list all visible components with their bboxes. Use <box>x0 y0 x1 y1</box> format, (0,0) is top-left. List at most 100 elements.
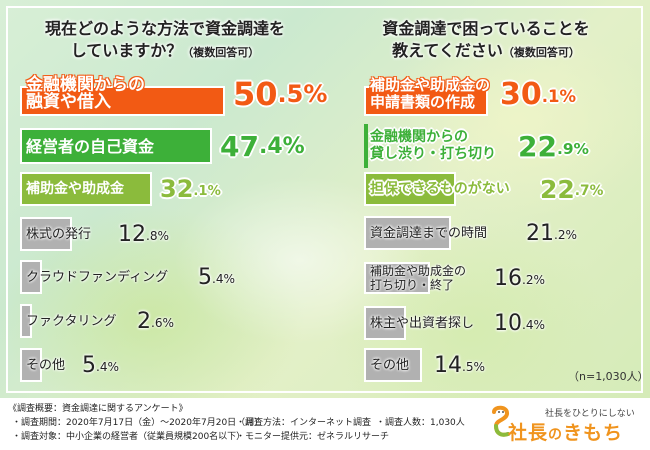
right-title-line2: 教えてください <box>392 41 503 60</box>
label-line2: 貸し渋り・打ち切り <box>370 146 496 162</box>
value-int: 30 <box>500 76 542 112</box>
bar-fill <box>20 217 72 251</box>
bar-fill <box>364 348 422 382</box>
label-line1: その他 <box>370 357 410 373</box>
bar-fill <box>364 216 451 250</box>
value-dec: .9% <box>556 139 589 158</box>
survey-method: ・調査方法：インターネット調査 <box>236 418 372 428</box>
label-line1: 補助金や助成金の <box>370 76 491 94</box>
bar-value: 2.6% <box>137 304 174 338</box>
brand-part-b: きもち <box>563 422 624 444</box>
value-dec: .6% <box>151 316 175 331</box>
label-line1: 金融機関からの <box>370 129 468 145</box>
value-dec: .1% <box>193 183 221 199</box>
right-bar-row: 補助金や助成金の 申請書類の作成 30.1% <box>364 72 644 116</box>
right-title-line1: 資金調達で困っていることを <box>382 19 590 38</box>
bar-label: 経営者の自己資金 <box>26 128 154 164</box>
bar-label: 担保できるものがない <box>370 172 510 206</box>
bar-fill <box>20 128 212 164</box>
label-line1: 株主や出資者探し <box>370 315 475 331</box>
bar-label: 補助金や助成金の 申請書類の作成 <box>370 72 490 116</box>
value-dec: .5% <box>277 80 328 108</box>
left-bar-row: その他 5.4% <box>20 348 330 382</box>
left-bar-row: 金融機関からの 融資や借入 50.5% <box>20 72 330 116</box>
value-int: 50 <box>233 75 278 113</box>
brand-logo: 社長をひとりにしない 社長のきもち <box>490 398 650 448</box>
value-dec: .4% <box>212 272 236 287</box>
bar-fill <box>20 172 152 206</box>
label-line1: 金融機関からの <box>26 75 145 95</box>
value-int: 21 <box>526 220 554 246</box>
label-line1: 資金調達までの時間 <box>370 225 488 241</box>
bar-fill <box>364 306 406 340</box>
survey-heading: 《調査概要：資金調達に関するアンケート》 <box>8 404 188 414</box>
bar-label: 株式の発行 <box>26 217 91 251</box>
bar-label: 金融機関からの 貸し渋り・打ち切り <box>370 124 496 168</box>
value-int: 22 <box>518 129 557 163</box>
bar-value: 5.4% <box>82 348 119 382</box>
bar-value: 12.8% <box>118 217 169 251</box>
value-dec: .8% <box>146 229 170 244</box>
chart-frame <box>6 6 643 393</box>
bar-label: 補助金や助成金の 打ち切り・終了 <box>370 258 466 298</box>
value-int: 14 <box>434 352 462 378</box>
left-bar-row: クラウドファンディング 5.4% <box>20 260 330 294</box>
value-dec: .2% <box>522 273 546 288</box>
survey-target: ・調査対象：中小企業の経営者（従業員規模200名以下） <box>12 432 246 442</box>
left-bar-row: ファクタリング 2.6% <box>20 304 330 338</box>
bar-label: 金融機関からの 融資や借入 <box>26 72 145 116</box>
value-int: 2 <box>137 308 151 334</box>
label-line1: 株式の発行 <box>26 226 92 242</box>
label-line2: 申請書類の作成 <box>370 93 476 111</box>
bar-fill <box>20 260 42 294</box>
sample-size-note: （n=1,030人） <box>568 370 649 383</box>
bar-value: 10.4% <box>494 306 545 340</box>
label-line2: 打ち切り・終了 <box>370 278 455 292</box>
bar-label: 株主や出資者探し <box>370 306 474 340</box>
label-line1: 補助金や助成金の <box>370 264 467 278</box>
value-int: 47 <box>220 129 259 163</box>
label-line1: その他 <box>26 357 66 373</box>
bar-value: 22.7% <box>540 172 603 206</box>
bar-label: ファクタリング <box>26 304 116 338</box>
survey-period: ・調査期間：2020年7月17日（金）～2020年7月20日（月） <box>12 418 264 428</box>
bar-fill <box>20 86 225 116</box>
bar-value: 16.2% <box>494 258 545 298</box>
bar-fill <box>364 262 430 294</box>
value-dec: .4% <box>258 133 305 159</box>
left-bar-row: 株式の発行 12.8% <box>20 217 330 251</box>
value-int: 5 <box>82 352 96 378</box>
value-int: 10 <box>494 310 522 336</box>
bar-value: 47.4% <box>220 128 305 164</box>
brand-part-a: 社長 <box>508 422 549 444</box>
value-int: 32 <box>160 175 194 203</box>
bar-label: クラウドファンディング <box>26 260 168 294</box>
left-title-line2: していますか？ <box>70 41 183 60</box>
bar-label: 資金調達までの時間 <box>370 216 487 250</box>
label-line2: 融資や借入 <box>26 92 111 112</box>
right-title-note: （複数回答可） <box>502 46 580 59</box>
logo-mark-icon <box>492 405 510 437</box>
label-line1: 担保できるものがない <box>370 180 510 197</box>
bar-value: 32.1% <box>160 172 221 206</box>
bar-value: 50.5% <box>233 72 327 116</box>
left-bar-row: 経営者の自己資金 47.4% <box>20 128 330 164</box>
label-line1: 補助金や助成金 <box>26 180 124 197</box>
left-title-line1: 現在どのような方法で資金調達を <box>44 19 285 38</box>
value-int: 16 <box>494 265 522 291</box>
value-int: 5 <box>198 264 212 290</box>
bar-value: 5.4% <box>198 260 235 294</box>
bar-value: 21.2% <box>526 216 577 250</box>
bar-value: 30.1% <box>500 72 576 116</box>
bar-fill <box>364 124 368 168</box>
label-line1: ファクタリング <box>26 313 117 329</box>
left-bar-row: 補助金や助成金 32.1% <box>20 172 330 206</box>
right-bar-row: 資金調達までの時間 21.2% <box>364 216 644 250</box>
bar-fill <box>364 172 456 206</box>
right-chart-title: 資金調達で困っていることを 教えてください（複数回答可） <box>336 18 636 64</box>
left-title-note: （複数回答可） <box>182 46 260 59</box>
bar-value: 14.5% <box>434 348 485 382</box>
bar-label: その他 <box>26 348 65 382</box>
bar-value: 22.9% <box>518 124 589 168</box>
bar-fill <box>20 348 42 382</box>
